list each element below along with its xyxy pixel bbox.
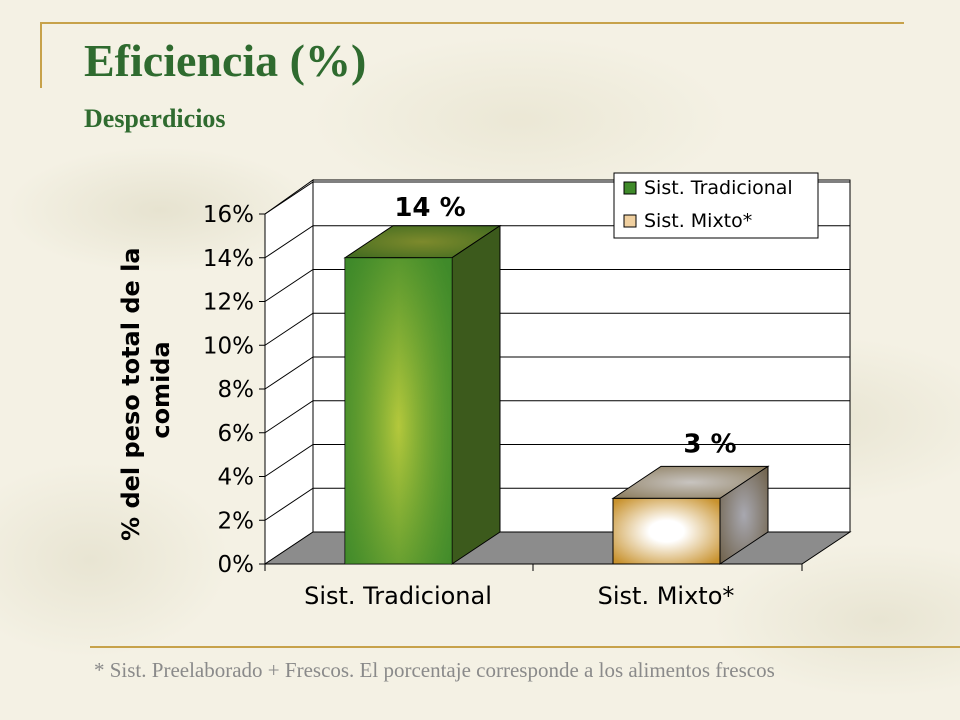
legend-label-tradicional: Sist. Tradicional [644,177,793,199]
y-tick-label: 0% [218,552,255,578]
y-tick-label: 4% [218,465,255,491]
y-axis-title: % del peso total de la comida [117,239,175,541]
legend-box [613,172,819,239]
y-tick-label: 8% [218,377,255,403]
gridline [264,444,850,477]
y-axis-ticks: 0% 2% 4% 6% 8% 10% 12% 14% 16% [203,202,265,578]
gridline [264,356,850,390]
gridline [264,269,850,302]
left-rule [40,22,42,88]
footnote: * Sist. Preelaborado + Frescos. El porce… [94,658,775,682]
legend-label-mixto: Sist. Mixto* [644,210,752,232]
y-tick-label: 10% [203,333,254,359]
y-tick-label: 6% [218,421,255,447]
data-label-tradicional: 14 % [394,193,465,223]
bar-side-face [451,224,501,565]
gridline [264,312,850,346]
y-tick-label: 2% [218,508,255,534]
bar-sist-mixto [611,465,770,565]
bar-front-face [612,497,721,565]
slide-title: Eficiencia (%) [84,35,367,86]
x-axis-ticks [264,564,803,571]
bottom-rule [90,646,960,648]
y-tick-label: 16% [203,202,254,228]
bar-front-shade [345,257,452,564]
chart-side-wall [264,179,314,565]
bar-sist-tradicional [343,224,502,565]
legend: Sist. Tradicional Sist. Mixto* [613,172,819,239]
gridline [264,400,850,434]
legend-swatch-mixto [623,214,637,228]
x-tick-label-tradicional: Sist. Tradicional [304,582,492,610]
legend-swatch-tradicional [623,181,637,195]
y-tick-label: 14% [203,246,254,272]
y-tick-label: 12% [203,290,254,316]
slide-subtitle: Desperdicios [84,104,226,133]
top-rule [40,22,904,24]
data-label-mixto: 3 % [683,429,736,459]
x-tick-label-mixto: Sist. Mixto* [598,582,735,610]
